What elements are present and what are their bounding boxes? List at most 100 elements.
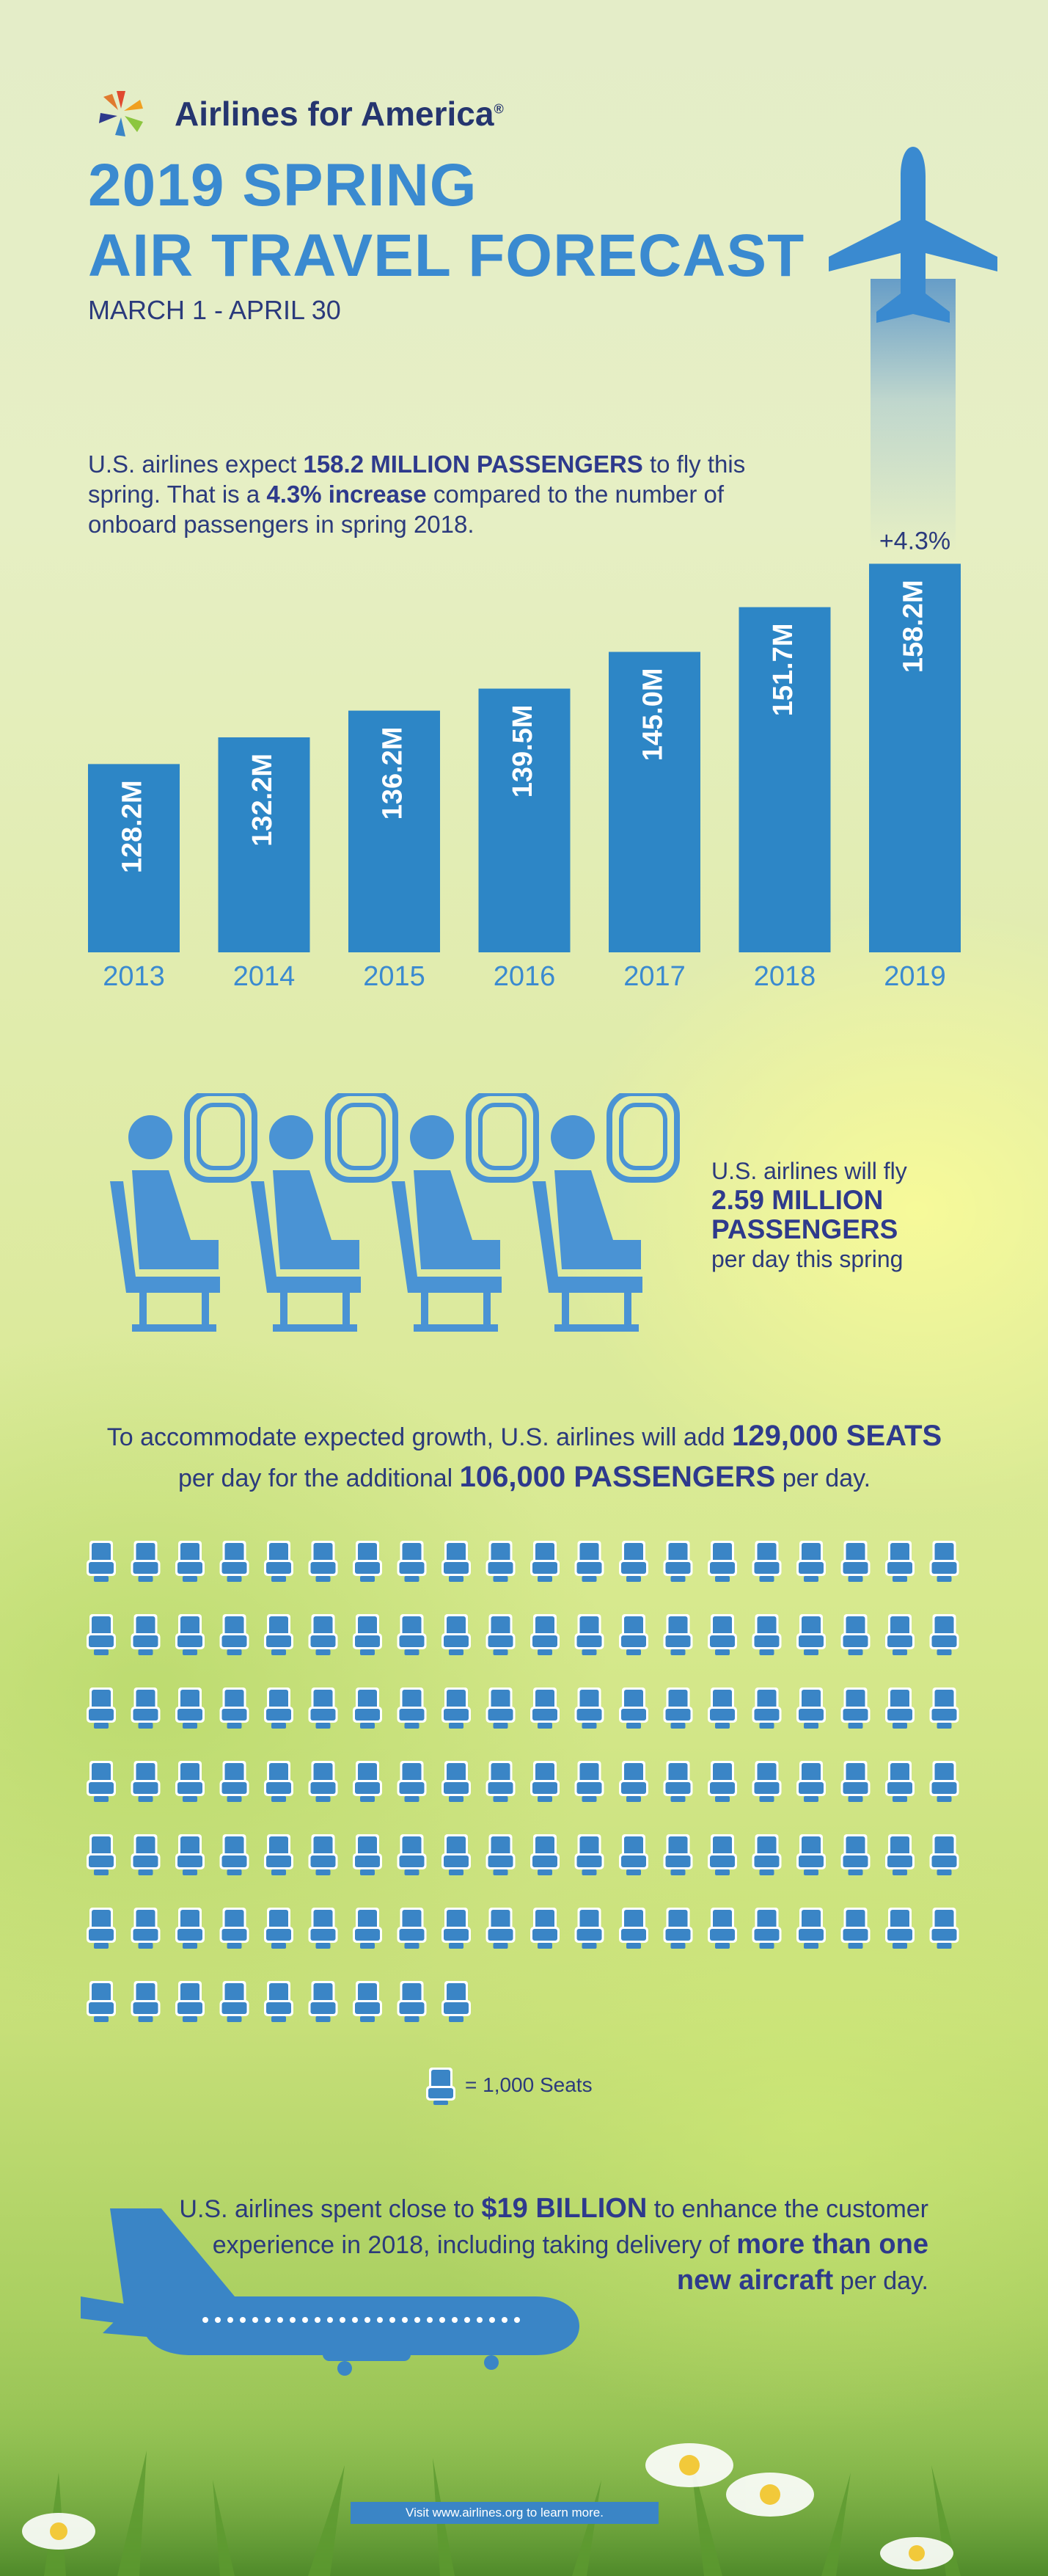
intro-text: U.S. airlines expect 158.2 MILLION PASSE… <box>88 450 746 538</box>
airline-seat-icon <box>308 1981 338 2022</box>
airline-seat-icon <box>353 1761 382 1802</box>
airline-seat-icon <box>885 1761 915 1802</box>
growth-annotation: +4.3% <box>879 527 950 555</box>
airline-seat-icon <box>796 1908 826 1949</box>
passenger-bar-chart: 128.2M 2013 132.2M 2014 136.2M 2015 139.5M 2016… <box>88 527 961 992</box>
airline-seat-icon <box>131 1761 161 1802</box>
airline-seat-icon <box>397 1687 427 1729</box>
airline-seat-icon <box>929 1834 959 1875</box>
airline-seat-icon <box>574 1541 604 1582</box>
airline-seat-icon <box>840 1834 871 1875</box>
airline-seat-icon <box>131 1614 161 1655</box>
airline-seat-icon <box>619 1908 648 1949</box>
airline-seat-icon <box>353 1834 382 1875</box>
airline-seat-icon <box>87 1981 116 2022</box>
airline-seat-icon <box>574 1687 604 1729</box>
airline-seat-icon <box>441 1834 471 1875</box>
airline-seat-icon <box>485 1687 516 1729</box>
airline-seat-icon <box>574 1908 604 1949</box>
airline-seat-icon <box>796 1687 826 1729</box>
airline-seat-icon <box>175 1614 205 1655</box>
airline-seat-icon <box>796 1614 826 1655</box>
airline-seat-icon <box>663 1614 693 1655</box>
airline-seat-icon <box>441 1614 471 1655</box>
airline-seat-icon <box>663 1761 693 1802</box>
seated-passengers-illustration <box>110 1093 680 1332</box>
x-tick-label: 2014 <box>233 961 296 992</box>
x-tick-label: 2013 <box>103 961 165 992</box>
x-tick-label: 2016 <box>494 961 556 992</box>
airline-seat-icon <box>175 1761 205 1802</box>
airline-seat-icon <box>708 1614 737 1655</box>
airline-seat-icon <box>264 1541 293 1582</box>
airline-seat-icon <box>397 1981 427 2022</box>
airline-seat-icon <box>752 1541 782 1582</box>
airline-seat-icon <box>530 1541 560 1582</box>
bar-value-label: 145.0M <box>638 668 669 762</box>
airline-seat-icon <box>441 1687 471 1729</box>
airline-seat-icon <box>397 1834 427 1875</box>
airline-seat-icon <box>840 1614 871 1655</box>
airline-seat-icon <box>308 1908 338 1949</box>
airline-seat-icon <box>264 1614 293 1655</box>
airline-seat-icon <box>929 1541 959 1582</box>
airline-seat-icon <box>485 1614 516 1655</box>
airlines-for-america-logo <box>99 91 143 136</box>
passengers-per-day-text: U.S. airlines will fly 2.59 MILLION PASS… <box>711 1158 907 1272</box>
airline-seat-icon <box>708 1687 737 1729</box>
airline-seat-icon <box>885 1908 915 1949</box>
airline-seat-icon <box>530 1908 560 1949</box>
visit-website-link[interactable]: Visit www.airlines.org to learn more. <box>351 2502 659 2524</box>
airline-seat-icon <box>885 1687 915 1729</box>
airline-seat-icon <box>619 1834 648 1875</box>
airline-seat-icon <box>840 1908 871 1949</box>
airline-seat-icon <box>308 1614 338 1655</box>
bar-value-label: 136.2M <box>378 727 408 820</box>
bar-value-label: 158.2M <box>898 580 929 673</box>
airline-seat-icon <box>441 1908 471 1949</box>
airline-seat-icon <box>87 1687 116 1729</box>
bar-2014 <box>218 737 310 952</box>
airline-seat-icon <box>131 1541 161 1582</box>
airline-seat-icon <box>840 1761 871 1802</box>
airline-seat-icon <box>264 1687 293 1729</box>
airline-seat-icon <box>175 1541 205 1582</box>
airline-seat-icon <box>397 1614 427 1655</box>
brand-name: Airlines for America® <box>175 95 504 133</box>
airline-seat-icon <box>219 1614 249 1655</box>
airline-seat-icon <box>353 1541 382 1582</box>
seat-legend-icon <box>426 2068 455 2105</box>
airline-seat-icon <box>708 1761 737 1802</box>
airline-seat-icon <box>441 1541 471 1582</box>
airline-seat-icon <box>219 1908 249 1949</box>
airline-seat-icon <box>219 1834 249 1875</box>
bar-2013 <box>88 764 180 952</box>
airplane-icon <box>829 147 997 323</box>
grass-and-daisies-background <box>0 2385 1048 2576</box>
airline-seat-icon <box>87 1761 116 1802</box>
x-tick-label: 2018 <box>754 961 816 992</box>
airline-seat-icon <box>219 1981 249 2022</box>
airline-seat-icon <box>353 1981 382 2022</box>
airline-seat-icon <box>264 1908 293 1949</box>
investment-text: U.S. airlines spent close to $19 BILLION… <box>179 2193 928 2296</box>
airline-seat-icon <box>308 1761 338 1802</box>
airline-seat-icon <box>929 1687 959 1729</box>
airline-seat-icon <box>175 1834 205 1875</box>
bar-value-label: 128.2M <box>117 780 148 873</box>
airline-seat-icon <box>929 1908 959 1949</box>
bar-2017 <box>609 652 700 952</box>
seated-passenger-icon <box>110 1093 257 1332</box>
airline-seat-icon <box>663 1541 693 1582</box>
date-range: MARCH 1 - APRIL 30 <box>88 295 341 325</box>
x-tick-label: 2015 <box>363 961 425 992</box>
airline-seat-icon <box>175 1908 205 1949</box>
airline-seat-icon <box>485 1908 516 1949</box>
airline-seat-icon <box>663 1834 693 1875</box>
airline-seat-icon <box>131 1981 161 2022</box>
bar-value-label: 151.7M <box>768 624 799 717</box>
airline-seat-icon <box>752 1687 782 1729</box>
airline-seat-icon <box>796 1834 826 1875</box>
airline-seat-icon <box>663 1687 693 1729</box>
airline-seat-icon <box>885 1834 915 1875</box>
